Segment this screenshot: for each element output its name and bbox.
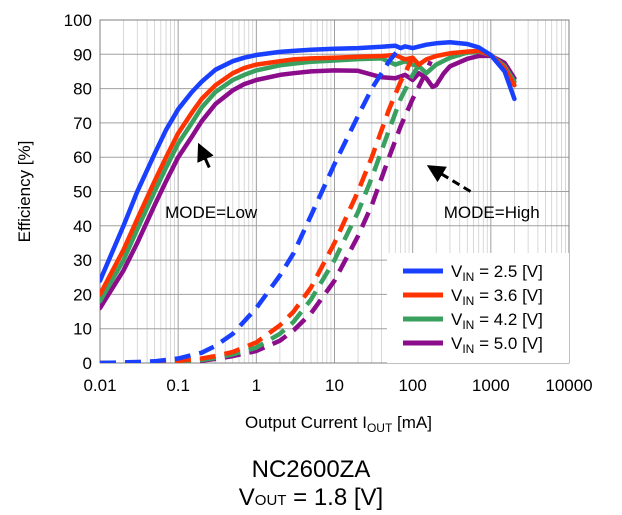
- y-tick-label: 80: [73, 80, 92, 99]
- x-tick-label: 1000: [472, 376, 510, 395]
- y-tick-label: 20: [73, 285, 92, 304]
- x-axis-label-main: Output Current I: [245, 413, 367, 432]
- x-tick-label: 100: [398, 376, 426, 395]
- caption-vout-suffix: = 1.8 [V]: [286, 484, 384, 511]
- legend: VIN = 2.5 [V]VIN = 3.6 [V]VIN = 4.2 [V]V…: [387, 253, 569, 363]
- legend-label: VIN = 2.5 [V]: [451, 262, 543, 284]
- y-tick-label: 30: [73, 251, 92, 270]
- legend-label: VIN = 3.6 [V]: [451, 286, 543, 308]
- series-line-low-mode: [100, 49, 517, 304]
- series-line-high-mode: [100, 45, 403, 363]
- caption-vout-prefix: V: [238, 484, 255, 511]
- legend-label-prefix: V: [451, 286, 463, 305]
- y-tick-label: 40: [73, 217, 92, 236]
- legend-label-sub: IN: [462, 342, 474, 356]
- series-line-low-mode: [100, 48, 517, 297]
- y-tick-label: 50: [73, 183, 92, 202]
- chart-caption-device: NC2600ZA: [251, 456, 371, 483]
- x-tick-label: 0.1: [166, 376, 190, 395]
- y-tick-label: 60: [73, 148, 92, 167]
- x-axis-label-sub: OUT: [367, 421, 393, 435]
- plot-area-border: [99, 19, 570, 364]
- y-tick-label: 90: [73, 45, 92, 64]
- y-axis-label: Efficiency [%]: [15, 141, 34, 243]
- legend-label-suffix: = 5.0 [V]: [474, 334, 543, 353]
- x-tick-label: 10000: [545, 376, 592, 395]
- chart-caption-vout: VOUT = 1.8 [V]: [0, 484, 622, 515]
- series-lines: [100, 40, 517, 363]
- series-line-low-mode: [100, 40, 517, 283]
- annotation-text: MODE=High: [444, 203, 540, 222]
- x-axis-label-unit: [mA]: [392, 413, 432, 432]
- legend-label-prefix: V: [451, 310, 463, 329]
- annotations: MODE=Low MODE=High: [165, 142, 540, 222]
- x-tick-label: 0.01: [83, 376, 116, 395]
- annotation-text: MODE=Low: [165, 203, 258, 222]
- legend-label-suffix: = 4.2 [V]: [474, 310, 543, 329]
- legend-label-sub: IN: [462, 294, 474, 308]
- legend-label: VIN = 5.0 [V]: [451, 334, 543, 356]
- legend-label-prefix: V: [451, 334, 463, 353]
- y-tick-label: 70: [73, 114, 92, 133]
- legend-label: VIN = 4.2 [V]: [451, 310, 543, 332]
- legend-label-suffix: = 2.5 [V]: [474, 262, 543, 281]
- annotation-arrow: [426, 165, 472, 193]
- legend-label-sub: IN: [462, 270, 474, 284]
- y-tick-label: 10: [73, 320, 92, 339]
- y-tick-label: 0: [83, 354, 92, 373]
- legend-label-suffix: = 3.6 [V]: [474, 286, 543, 305]
- y-tick-label: 100: [64, 11, 92, 30]
- series-line-low-mode: [100, 53, 517, 311]
- legend-label-prefix: V: [451, 262, 463, 281]
- annotation-arrow: [197, 142, 214, 169]
- x-tick-label: 10: [325, 376, 344, 395]
- x-tick-label: 1: [252, 376, 261, 395]
- x-axis-label: Output Current IOUT [mA]: [245, 413, 432, 435]
- axes: 0.01 0.1 1 10 100 1000 10000 0 10 20 30 40 50 60 70 80 9…: [15, 11, 593, 435]
- series-line-high-mode: [100, 56, 415, 363]
- legend-label-sub: IN: [462, 318, 474, 332]
- caption-vout-sub: OUT: [254, 492, 287, 509]
- series-line-high-mode: [100, 59, 424, 363]
